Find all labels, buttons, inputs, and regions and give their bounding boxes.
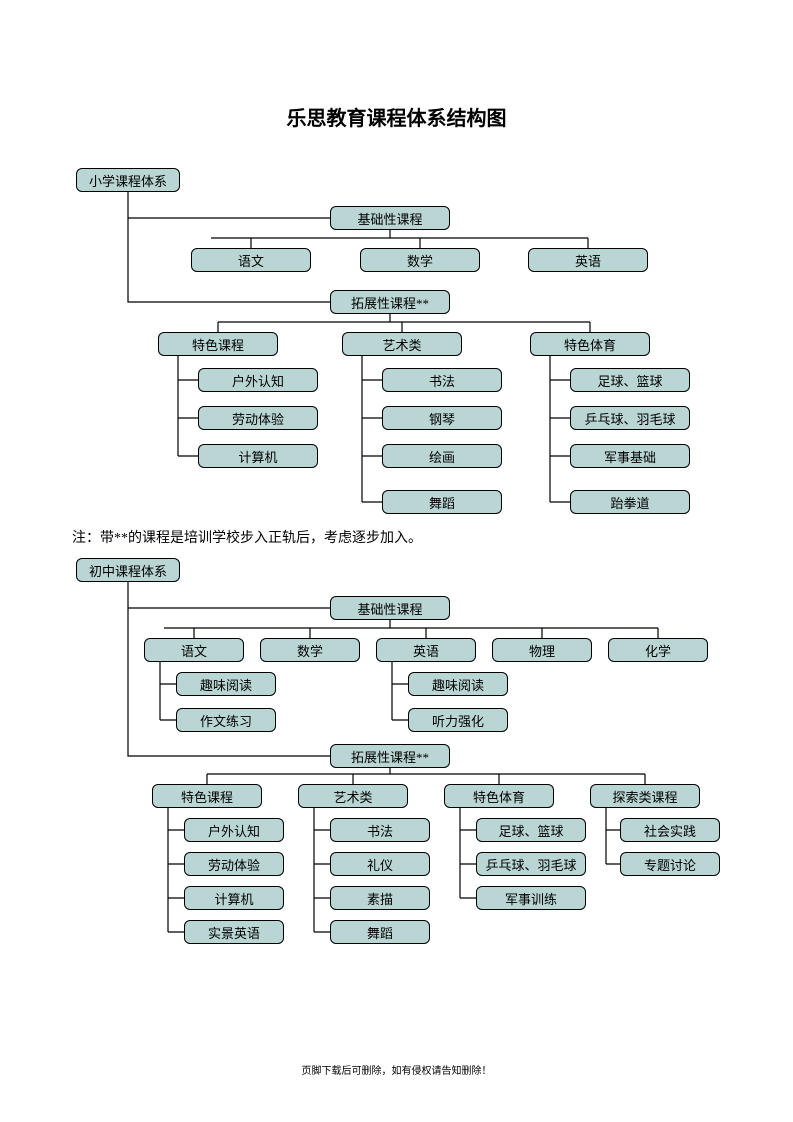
node-m11: 听力强化: [408, 708, 508, 732]
node-m14: 艺术类: [298, 784, 408, 808]
node-n11: 劳动体验: [198, 406, 318, 430]
node-m9: 作文练习: [176, 708, 276, 732]
node-m16: 探索类课程: [590, 784, 700, 808]
node-m1: 初中课程体系: [76, 558, 180, 582]
node-m18: 劳动体验: [184, 852, 284, 876]
node-m10: 趣味阅读: [408, 672, 508, 696]
node-m26: 乒乓球、羽毛球: [476, 852, 586, 876]
node-n9: 特色体育: [530, 332, 650, 356]
node-m19: 计算机: [184, 886, 284, 910]
footnote: 注：带**的课程是培训学校步入正轨后，考虑逐步加入。: [72, 527, 422, 547]
node-m3: 语文: [144, 638, 244, 662]
node-n19: 军事基础: [570, 444, 690, 468]
node-n8: 艺术类: [342, 332, 462, 356]
node-m20: 实景英语: [184, 920, 284, 944]
node-m2: 基础性课程: [330, 596, 450, 620]
node-n17: 足球、篮球: [570, 368, 690, 392]
node-m23: 素描: [330, 886, 430, 910]
node-m22: 礼仪: [330, 852, 430, 876]
node-m7: 化学: [608, 638, 708, 662]
node-m6: 物理: [492, 638, 592, 662]
node-m29: 专题讨论: [620, 852, 720, 876]
node-n14: 钢琴: [382, 406, 502, 430]
node-n20: 跆拳道: [570, 490, 690, 514]
node-n7: 特色课程: [158, 332, 278, 356]
node-n1: 小学课程体系: [76, 168, 180, 192]
node-m17: 户外认知: [184, 818, 284, 842]
node-m12: 拓展性课程**: [330, 744, 450, 768]
node-n2: 基础性课程: [330, 206, 450, 230]
node-n6: 拓展性课程**: [330, 290, 450, 314]
node-n16: 舞蹈: [382, 490, 502, 514]
node-n3: 语文: [191, 248, 311, 272]
page-footer: 页脚下载后可删除，如有侵权请告知删除！: [0, 1062, 793, 1077]
node-m8: 趣味阅读: [176, 672, 276, 696]
node-m28: 社会实践: [620, 818, 720, 842]
node-n5: 英语: [528, 248, 648, 272]
node-m21: 书法: [330, 818, 430, 842]
page-title: 乐思教育课程体系结构图: [0, 102, 793, 131]
node-n10: 户外认知: [198, 368, 318, 392]
node-m15: 特色体育: [444, 784, 554, 808]
node-m4: 数学: [260, 638, 360, 662]
node-m5: 英语: [376, 638, 476, 662]
node-m13: 特色课程: [152, 784, 262, 808]
node-m27: 军事训练: [476, 886, 586, 910]
node-n12: 计算机: [198, 444, 318, 468]
node-n4: 数学: [360, 248, 480, 272]
node-n15: 绘画: [382, 444, 502, 468]
node-n18: 乒乓球、羽毛球: [570, 406, 690, 430]
node-n13: 书法: [382, 368, 502, 392]
node-m24: 舞蹈: [330, 920, 430, 944]
node-m25: 足球、篮球: [476, 818, 586, 842]
